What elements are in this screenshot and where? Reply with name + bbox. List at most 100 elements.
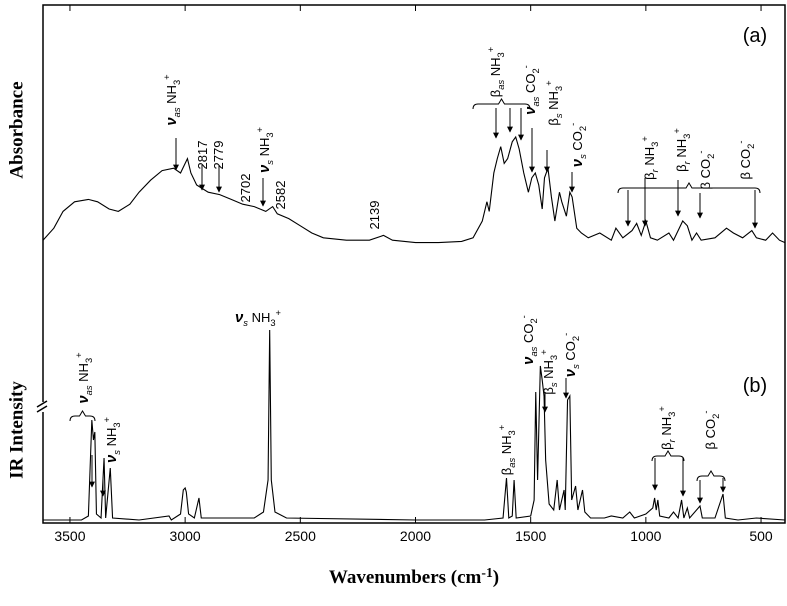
- label-part: NH: [642, 147, 657, 169]
- label-part: CO: [563, 341, 578, 364]
- label-part: 2702: [238, 174, 253, 203]
- label-part: +: [544, 80, 554, 85]
- label-part: ν: [520, 356, 537, 365]
- label-part: ν: [163, 117, 180, 126]
- label-part: (b): [743, 375, 767, 397]
- annotation: βas NH3+: [497, 425, 517, 475]
- bracket: [472, 98, 531, 110]
- x-axis-title: Wavenumbers (cm-1): [329, 565, 499, 588]
- label-part: β CO: [738, 149, 753, 180]
- label-part: ): [493, 567, 499, 588]
- label-part: β: [541, 387, 556, 394]
- label-part: s: [571, 364, 581, 369]
- label-part: 3: [496, 52, 506, 57]
- annotation: νas CO2-: [519, 315, 539, 365]
- label-part: ν: [522, 106, 539, 115]
- label-part: +: [276, 308, 281, 318]
- label-part: s: [265, 160, 275, 165]
- label-part: -: [736, 141, 746, 144]
- label-part: 2582: [273, 181, 288, 210]
- x-tick-label: 2500: [285, 528, 316, 544]
- label-part: β: [674, 164, 689, 171]
- label-part: s: [554, 113, 564, 118]
- label-part: +: [255, 127, 265, 132]
- x-tick-label: 1500: [515, 528, 546, 544]
- label-part: 2: [529, 318, 539, 323]
- spectrum-line: [43, 329, 786, 521]
- annotation: βs NH3+: [539, 349, 559, 394]
- label-part: ν: [235, 309, 244, 326]
- annotation: νs CO2-: [561, 333, 581, 377]
- label-part: CO: [570, 131, 585, 154]
- label-part: NH: [541, 360, 556, 382]
- label-part: -: [561, 333, 571, 336]
- label-part: +: [102, 417, 112, 422]
- label-part: NH: [76, 363, 91, 385]
- x-tick-label: 3000: [170, 528, 201, 544]
- annotation: (b): [743, 375, 767, 397]
- annotation: νas CO2-: [521, 65, 541, 115]
- label-part: NH: [164, 85, 179, 107]
- label-part: NH: [248, 310, 270, 325]
- label-part: 3: [667, 412, 677, 417]
- label-part: 2: [531, 68, 541, 73]
- y-axis-title: Absorbance: [6, 81, 27, 178]
- label-part: NH: [499, 435, 514, 457]
- label-part: 3: [172, 80, 182, 85]
- label-part: 3: [554, 86, 564, 91]
- label-part: -: [696, 151, 706, 154]
- bracket: [696, 470, 726, 482]
- label-part: 3: [84, 358, 94, 363]
- label-part: as: [172, 107, 182, 117]
- label-part: β: [488, 90, 503, 97]
- annotation: 2817: [195, 141, 210, 170]
- label-part: +: [640, 136, 650, 141]
- label-part: -: [521, 65, 531, 68]
- annotation: βr NH3+: [672, 128, 692, 172]
- label-part: 2139: [367, 201, 382, 230]
- label-part: as: [529, 346, 539, 356]
- label-part: (a): [743, 25, 767, 47]
- spectrum-line: [42, 135, 786, 244]
- label-part: 3: [270, 318, 275, 328]
- bracket: [651, 450, 685, 462]
- label-part: s: [243, 318, 248, 328]
- annotation: νs NH3+: [102, 417, 122, 463]
- x-tick-label: 2000: [400, 528, 431, 544]
- label-part: as: [496, 80, 506, 90]
- label-part: β: [546, 118, 561, 125]
- label-part: -: [519, 315, 529, 318]
- label-part: 2: [711, 414, 721, 419]
- annotation: νs CO2-: [568, 123, 588, 167]
- annotation: 2139: [367, 201, 382, 230]
- annotation: βr NH3+: [640, 136, 660, 180]
- annotation: νs NH3+: [255, 127, 275, 173]
- label-part: ν: [75, 395, 92, 404]
- label-part: +: [497, 425, 507, 430]
- label-part: -1: [481, 565, 493, 580]
- x-tick-label: 1000: [630, 528, 661, 544]
- label-part: 3: [549, 355, 559, 360]
- label-part: as: [84, 385, 94, 395]
- label-part: 2817: [195, 141, 210, 170]
- y-axis-title: IR Intensity: [6, 381, 27, 479]
- annotation: νas NH3+: [74, 352, 94, 403]
- label-part: -: [568, 123, 578, 126]
- annotation: 2702: [238, 174, 253, 203]
- label-part: +: [74, 352, 84, 357]
- label-part: 3: [507, 430, 517, 435]
- annotation: (a): [743, 25, 767, 47]
- label-part: Wavenumbers (cm: [329, 567, 482, 588]
- label-part: β CO: [703, 419, 718, 450]
- label-part: NH: [488, 57, 503, 79]
- label-part: β: [642, 172, 657, 179]
- label-part: s: [578, 154, 588, 159]
- label-part: 2: [706, 154, 716, 159]
- label-part: +: [486, 47, 496, 52]
- x-tick-label: 3500: [54, 528, 85, 544]
- label-part: +: [162, 74, 172, 79]
- label-part: 2: [746, 144, 756, 149]
- label-part: 3: [682, 134, 692, 139]
- label-part: NH: [257, 138, 272, 160]
